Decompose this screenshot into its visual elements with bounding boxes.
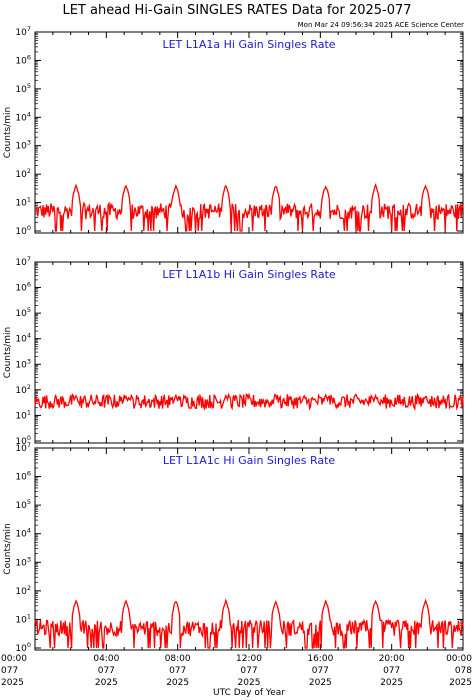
panels-group: 100 101 102 103 104 105 106 107 Counts/min LET L1… (1, 25, 472, 688)
y-tick-label: 107 (15, 255, 31, 268)
x-tick-label: 2025 (166, 678, 189, 688)
y-tick-label: 107 (15, 25, 31, 38)
y-tick-label: 105 (15, 498, 31, 511)
y-tick-label: 100 (15, 224, 31, 237)
y-tick-label: 102 (15, 383, 31, 396)
x-tick-label: 077 (1, 666, 18, 676)
y-tick-label: 106 (15, 470, 31, 483)
chart-title: LET ahead Hi-Gain SINGLES RATES Data for… (62, 3, 411, 18)
x-tick-label: 2025 (380, 678, 403, 688)
x-tick-label: 12:00 (236, 654, 262, 664)
y-tick-label: 104 (15, 527, 31, 540)
y-tick-label: 102 (15, 167, 31, 180)
y-tick-label: 104 (15, 332, 31, 345)
x-tick-label: 2025 (238, 678, 261, 688)
x-tick-label: 16:00 (307, 654, 333, 664)
y-tick-label: 100 (15, 641, 31, 654)
x-tick-label: 077 (240, 666, 257, 676)
panel-title: LET L1A1c Hi Gain Singles Rate (163, 454, 336, 467)
panel-frame (34, 31, 464, 234)
panel-frame (34, 447, 464, 651)
x-tick-label: 2025 (95, 678, 118, 688)
x-tick-label: 04:00 (93, 654, 119, 664)
y-tick-label: 101 (15, 408, 31, 421)
timestamp-label: Mon Mar 24 09:56:34 2025 ACE Science Cen… (298, 21, 464, 29)
y-tick-label: 104 (15, 110, 31, 123)
y-axis-label: Counts/min (3, 107, 13, 158)
y-tick-label: 105 (15, 82, 31, 95)
x-tick-label: 00:00 (446, 654, 472, 664)
y-tick-label: 106 (15, 281, 31, 294)
x-tick-label: 077 (312, 666, 329, 676)
x-tick-label: 2025 (1, 678, 24, 688)
x-tick-label: 08:00 (165, 654, 191, 664)
y-tick-label: 103 (15, 555, 31, 568)
series-line (34, 182, 464, 232)
panel-1: 100 101 102 103 104 105 106 107 Counts/min LET L1… (3, 25, 464, 237)
y-tick-label: 102 (15, 584, 31, 597)
y-axis-label: Counts/min (3, 327, 13, 378)
panel-title: LET L1A1b Hi Gain Singles Rate (162, 268, 336, 281)
y-tick-label: 106 (15, 53, 31, 66)
y-axis-label: Counts/min (3, 523, 13, 574)
x-axis-label: UTC Day of Year (213, 688, 285, 698)
y-tick-label: 103 (15, 357, 31, 370)
panel-frame (34, 261, 464, 444)
y-tick-label: 103 (15, 139, 31, 152)
series-line (34, 598, 464, 649)
x-tick-label: 077 (169, 666, 186, 676)
x-tick-label: 2025 (309, 678, 332, 688)
y-tick-label: 101 (15, 612, 31, 625)
x-tick-label: 00:00 (1, 654, 27, 664)
x-tick-label: 077 (383, 666, 400, 676)
x-tick-label: 078 (455, 666, 472, 676)
y-tick-label: 105 (15, 306, 31, 319)
x-tick-label: 077 (98, 666, 115, 676)
y-tick-label: 101 (15, 196, 31, 209)
series-line (34, 392, 464, 412)
x-tick-label: 20:00 (379, 654, 405, 664)
x-tick-label: 2025 (449, 678, 472, 688)
panel-title: LET L1A1a Hi Gain Singles Rate (162, 38, 335, 51)
